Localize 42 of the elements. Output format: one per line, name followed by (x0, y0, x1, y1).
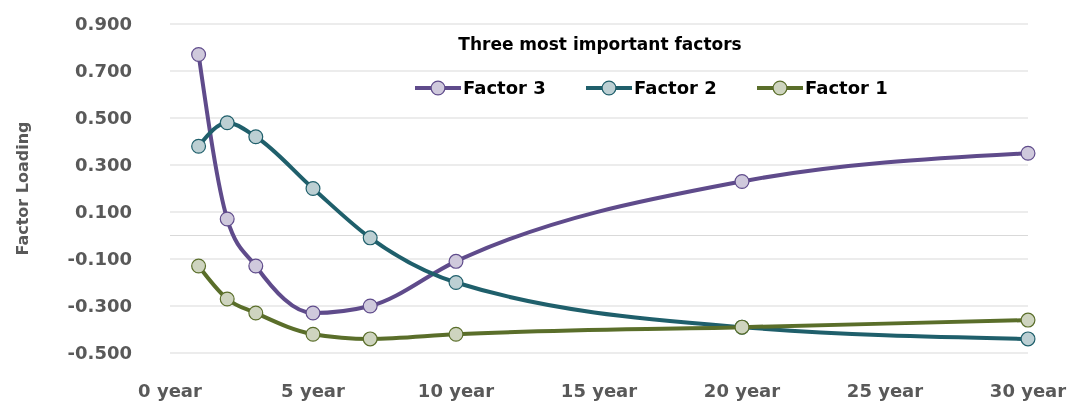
y-tick-label: 0.900 (75, 13, 132, 35)
legend-title: Three most important factors (458, 34, 742, 54)
legend-label: Factor 3 (463, 77, 546, 99)
y-tick-label: 0.300 (75, 154, 132, 176)
legend-label: Factor 1 (805, 77, 888, 99)
y-tick-label: -0.100 (67, 248, 132, 270)
legend-label: Factor 2 (634, 77, 717, 99)
point (1020, 312, 1036, 328)
point (362, 331, 378, 347)
y-axis-title: Factor Loading (13, 121, 32, 256)
point (362, 298, 378, 314)
point (305, 181, 321, 196)
y-tick-label: -0.300 (67, 295, 132, 317)
y-tick-label: 0.500 (75, 107, 132, 129)
x-tick-label: 0 year (138, 380, 202, 401)
x-tick-label: 20 year (703, 380, 781, 401)
point (191, 138, 207, 154)
point (248, 258, 264, 274)
point (191, 258, 207, 274)
point (1020, 331, 1036, 347)
point (362, 230, 378, 246)
point (219, 211, 235, 227)
point (219, 115, 235, 131)
point (448, 275, 464, 290)
y-tick-label: 0.100 (75, 201, 132, 223)
point (248, 129, 264, 145)
x-tick-label: 30 year (989, 380, 1067, 401)
point (1020, 145, 1036, 161)
point (305, 305, 321, 321)
y-tick-label: -0.500 (67, 342, 132, 364)
point (191, 47, 207, 63)
x-tick-label: 15 year (560, 380, 638, 401)
x-tick-label: 25 year (846, 380, 924, 401)
point (448, 253, 464, 269)
point (734, 173, 750, 189)
point (305, 326, 321, 342)
x-tick-label: 10 year (417, 380, 495, 401)
point (448, 326, 464, 342)
point (248, 305, 264, 321)
point (219, 291, 235, 307)
y-tick-label: 0.700 (75, 60, 132, 82)
x-tick-label: 5 year (281, 380, 345, 401)
